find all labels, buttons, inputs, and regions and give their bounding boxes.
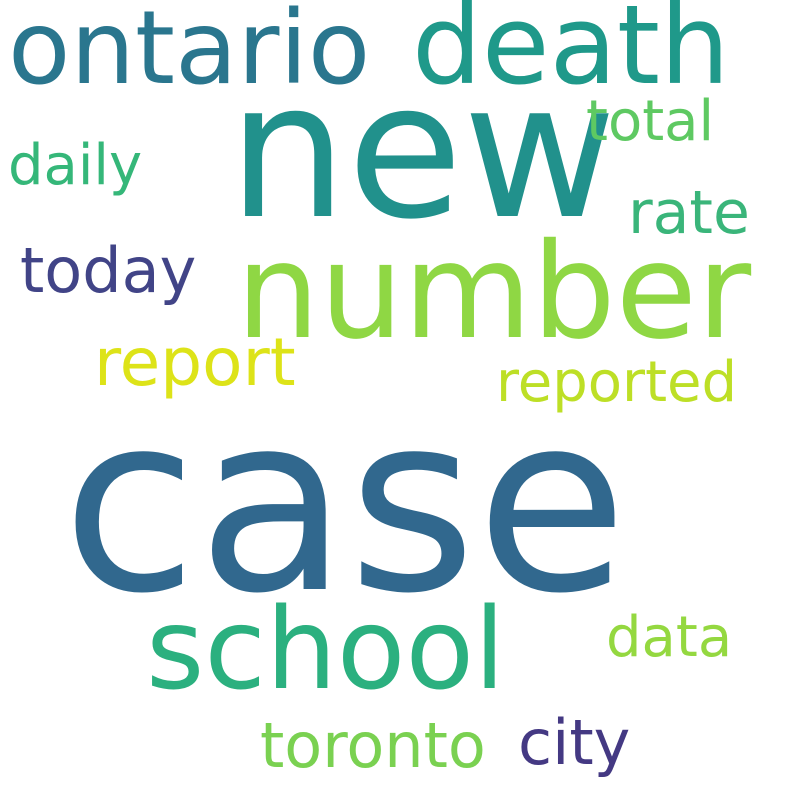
word-number: number — [236, 215, 752, 369]
word-data: data — [606, 605, 733, 670]
word-rate: rate — [628, 178, 750, 248]
word-case: case — [62, 362, 628, 648]
word-new: new — [228, 42, 617, 261]
word-death: death — [412, 0, 730, 109]
word-report: report — [94, 324, 296, 401]
word-daily: daily — [8, 133, 143, 198]
word-ontario: ontario — [8, 0, 371, 108]
word-reported: reported — [496, 350, 738, 415]
word-toronto: toronto — [260, 709, 486, 782]
word-total: total — [586, 89, 715, 154]
word-school: school — [146, 585, 506, 715]
word-today: today — [20, 234, 197, 307]
word-city: city — [518, 706, 631, 779]
